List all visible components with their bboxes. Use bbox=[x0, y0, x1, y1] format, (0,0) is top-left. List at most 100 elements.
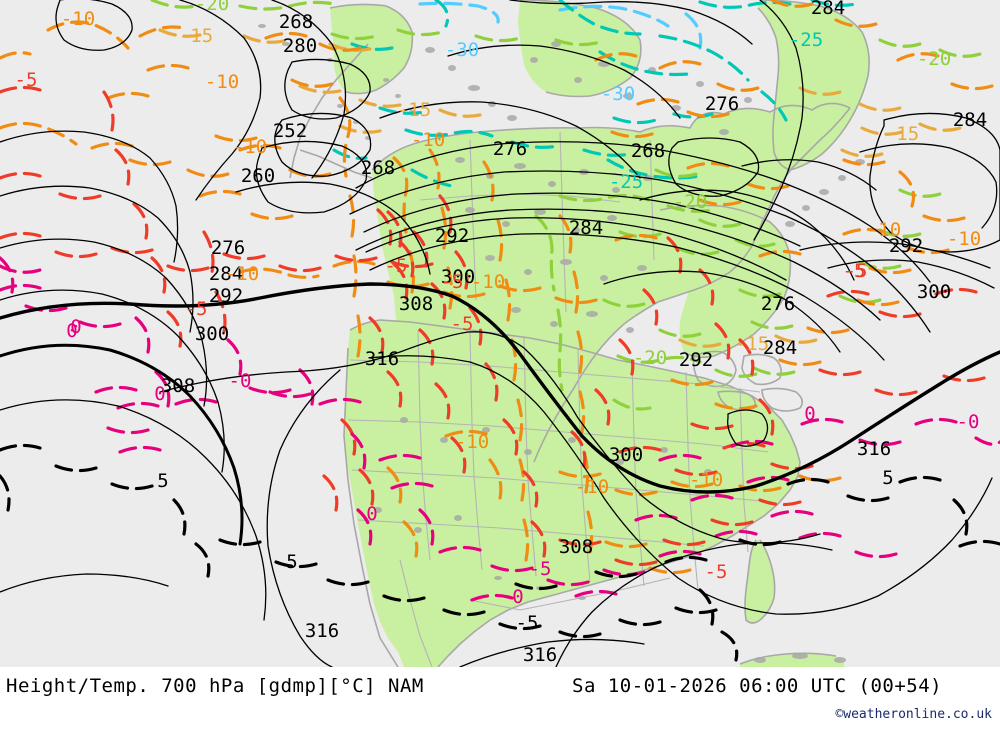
height-label: 300 bbox=[917, 281, 951, 303]
h-276-closed bbox=[668, 137, 760, 197]
h-300-w bbox=[0, 343, 244, 546]
height-label: 316 bbox=[305, 620, 339, 642]
h-s2 bbox=[459, 638, 645, 667]
temperature-label: -5 bbox=[705, 561, 728, 583]
height-label: 284 bbox=[763, 337, 797, 359]
height-label: 316 bbox=[365, 348, 399, 370]
height-label: 276 bbox=[761, 293, 795, 315]
temperature-label: -5 bbox=[845, 260, 868, 282]
temperature-label: 0 bbox=[366, 503, 377, 525]
temperature-label: 0 bbox=[66, 320, 77, 342]
h-308a bbox=[159, 331, 821, 544]
temperature-label: -10 bbox=[867, 219, 901, 241]
height-label: 308 bbox=[161, 375, 195, 397]
h-284-greenland bbox=[753, 0, 804, 241]
h-284-closed2 bbox=[859, 143, 998, 229]
height-label: 260 bbox=[241, 165, 275, 187]
height-label: 300 bbox=[441, 266, 475, 288]
h-e1 bbox=[639, 189, 855, 281]
temperature-label: -10 bbox=[411, 129, 445, 151]
height-label: 284 bbox=[569, 217, 603, 239]
h-268-arctic2 bbox=[447, 44, 681, 119]
temperature-label: -10 bbox=[61, 8, 95, 30]
h-284a bbox=[355, 208, 881, 321]
temperature-label: -30 bbox=[445, 39, 479, 61]
temperature-label: 5 bbox=[286, 551, 297, 573]
h-260-ak bbox=[179, 0, 262, 201]
temp-contour--5 bbox=[0, 85, 986, 567]
h-e3 bbox=[741, 159, 877, 191]
temperature-label: -5 bbox=[451, 313, 474, 335]
height-label: 292 bbox=[209, 285, 243, 307]
h-252 bbox=[255, 140, 368, 214]
h-292a bbox=[369, 233, 885, 361]
h-300-bold bbox=[0, 282, 1000, 494]
h-276 bbox=[355, 141, 931, 283]
h-closed-a bbox=[55, 0, 133, 51]
height-label: 276 bbox=[493, 138, 527, 160]
temperature-label: -5 bbox=[529, 558, 552, 580]
height-label: 308 bbox=[399, 293, 433, 315]
height-contour-labels: 2682682802802522522602602682682762762682… bbox=[161, 0, 987, 666]
height-label: 316 bbox=[523, 644, 557, 666]
h-292-r2 bbox=[799, 241, 991, 269]
h-292-w bbox=[0, 289, 225, 473]
temperature-label: -10 bbox=[205, 71, 239, 93]
temperature-label: -15 bbox=[885, 123, 919, 145]
temperature-label: -15 bbox=[397, 99, 431, 121]
coastline-layer bbox=[258, 0, 870, 667]
temperature-label: -10 bbox=[225, 263, 259, 285]
temp-contour--10 bbox=[0, 0, 994, 575]
h-268-arctic bbox=[509, 0, 753, 45]
temperature-label: -15 bbox=[735, 333, 769, 355]
temperature-label: 0 bbox=[70, 316, 81, 338]
copyright-notice: ©weatheronline.co.uk bbox=[835, 707, 992, 722]
h-268-arctic3 bbox=[379, 101, 641, 179]
temperature-label: -10 bbox=[471, 271, 505, 293]
h-316c bbox=[555, 542, 833, 667]
temperature-label: -25 bbox=[609, 171, 643, 193]
height-label: 292 bbox=[889, 235, 923, 257]
h-292-r bbox=[827, 259, 995, 289]
temperature-contours bbox=[0, 0, 1000, 662]
h-252-closed bbox=[274, 112, 372, 177]
temperature-label: -0 bbox=[957, 411, 980, 433]
height-label: 276 bbox=[211, 237, 245, 259]
map-canvas[interactable]: 2682682802802522522602602682682762762682… bbox=[0, 0, 1000, 667]
height-label: 268 bbox=[361, 157, 395, 179]
temperature-contour-labels: -20-20-10-10-15-15-30-30-20-20-5-5-10-10… bbox=[15, 0, 982, 634]
temperature-label: -5 bbox=[15, 69, 38, 91]
h-292b bbox=[365, 217, 787, 281]
height-label: 300 bbox=[195, 323, 229, 345]
temp-contour-0 bbox=[0, 256, 1000, 602]
temperature-label: -5 bbox=[185, 298, 208, 320]
footer-title: Height/Temp. 700 hPa [gdmp][°C] NAM bbox=[6, 675, 424, 697]
temp-contour--15 bbox=[158, 28, 962, 348]
temperature-label: 0 bbox=[512, 586, 523, 608]
temperature-label: 0 bbox=[154, 383, 165, 405]
temperature-label: 0 bbox=[804, 403, 815, 425]
temperature-label: -10 bbox=[233, 136, 267, 158]
temperature-label: -20 bbox=[195, 0, 229, 15]
h-closed-b bbox=[284, 58, 371, 120]
temperature-label: -30 bbox=[601, 83, 635, 105]
temperature-label: -5 bbox=[385, 255, 408, 277]
h-308-w bbox=[0, 399, 267, 621]
height-label: 316 bbox=[857, 438, 891, 460]
h-268-w bbox=[0, 130, 179, 263]
h-276-w bbox=[0, 185, 194, 333]
height-label: 280 bbox=[283, 35, 317, 57]
h-316b bbox=[369, 355, 993, 615]
h-316a bbox=[266, 369, 341, 667]
height-label: 284 bbox=[953, 109, 987, 131]
temperature-label: -5 bbox=[516, 612, 539, 634]
map-graphic: 2682682802802522522602602682682762762682… bbox=[0, 0, 1000, 667]
height-label: 252 bbox=[273, 120, 307, 142]
map-footer: Height/Temp. 700 hPa [gdmp][°C] NAM Sa 1… bbox=[0, 667, 1000, 733]
h-260-s bbox=[235, 181, 431, 275]
height-label: 268 bbox=[279, 11, 313, 33]
height-label: 292 bbox=[435, 225, 469, 247]
h-268b bbox=[349, 170, 931, 333]
temperature-label: -20 bbox=[917, 48, 951, 70]
